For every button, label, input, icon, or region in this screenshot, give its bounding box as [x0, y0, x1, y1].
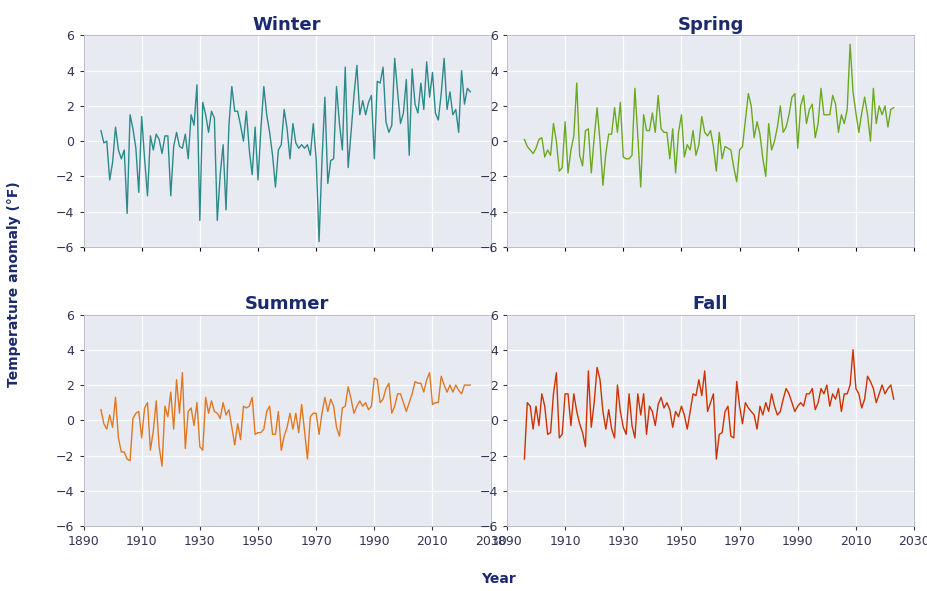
- Title: Fall: Fall: [692, 295, 728, 313]
- Title: Winter: Winter: [252, 16, 321, 34]
- Title: Summer: Summer: [245, 295, 329, 313]
- Text: Temperature anomaly (°F): Temperature anomaly (°F): [6, 181, 21, 387]
- Title: Spring: Spring: [677, 16, 743, 34]
- Text: Year: Year: [480, 572, 515, 586]
